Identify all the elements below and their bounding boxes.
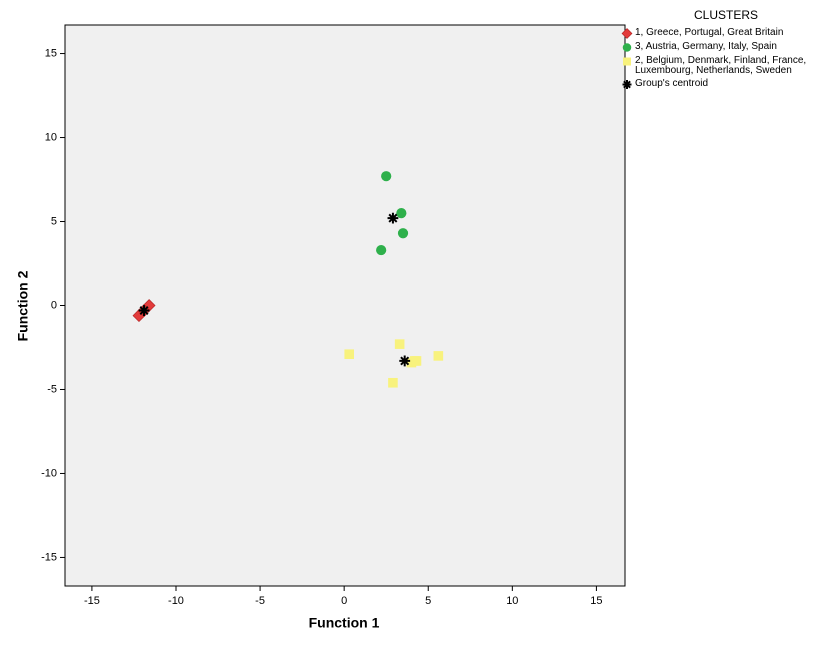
x-tick-label: 10 xyxy=(506,595,518,607)
legend-marker xyxy=(622,80,632,89)
legend: CLUSTERS 1, Greece, Portugal, Great Brit… xyxy=(621,8,831,93)
legend-item: 2, Belgium, Denmark, Finland, France, Lu… xyxy=(621,56,831,76)
x-tick-label: 0 xyxy=(341,595,347,607)
x-axis-title: Function 1 xyxy=(309,615,380,631)
square-marker xyxy=(394,339,405,349)
y-tick-label: -10 xyxy=(41,467,57,479)
x-tick-label: 5 xyxy=(425,595,431,607)
plot-area xyxy=(64,24,626,587)
y-tick-label: 10 xyxy=(45,131,57,143)
asterisk-marker xyxy=(399,355,411,367)
legend-label: Group's centroid xyxy=(635,78,709,89)
asterisk-marker xyxy=(622,80,632,89)
legend-item: Group's centroid xyxy=(621,79,831,90)
square-marker xyxy=(433,351,444,361)
square-marker xyxy=(406,357,417,368)
square-marker xyxy=(388,377,398,388)
y-tick-label: 5 xyxy=(51,215,57,227)
square-marker xyxy=(411,356,422,366)
circle-marker xyxy=(381,171,392,182)
circle-marker xyxy=(396,208,407,219)
x-tick-label: -10 xyxy=(168,595,184,607)
x-tick-label: 15 xyxy=(590,595,602,607)
diamond-marker xyxy=(621,28,633,39)
y-tick-label: -15 xyxy=(41,551,57,563)
legend-item: 1, Greece, Portugal, Great Britain xyxy=(621,28,831,39)
circle-marker xyxy=(622,43,632,52)
y-tick-label: 15 xyxy=(45,47,57,59)
y-tick-label: -5 xyxy=(47,383,57,395)
circle-marker xyxy=(376,244,387,256)
legend-marker xyxy=(623,57,631,66)
legend-item: 3, Austria, Germany, Italy, Spain xyxy=(621,42,831,53)
legend-label: 3, Austria, Germany, Italy, Spain xyxy=(635,41,777,52)
square-marker xyxy=(344,349,355,360)
circle-marker xyxy=(397,228,409,239)
asterisk-marker xyxy=(138,305,150,316)
legend-marker xyxy=(621,28,633,39)
legend-label: 2, Belgium, Denmark, Finland, France, Lu… xyxy=(635,55,807,76)
square-marker xyxy=(623,57,631,66)
y-tick-label: 0 xyxy=(51,299,57,311)
asterisk-marker xyxy=(387,212,399,224)
x-tick-label: -5 xyxy=(255,595,265,607)
legend-title: CLUSTERS xyxy=(693,8,758,22)
x-tick-label: -15 xyxy=(84,595,100,607)
y-axis-title: Function 2 xyxy=(15,270,31,341)
legend-label: 1, Greece, Portugal, Great Britain xyxy=(635,27,784,38)
legend-marker xyxy=(622,43,632,52)
